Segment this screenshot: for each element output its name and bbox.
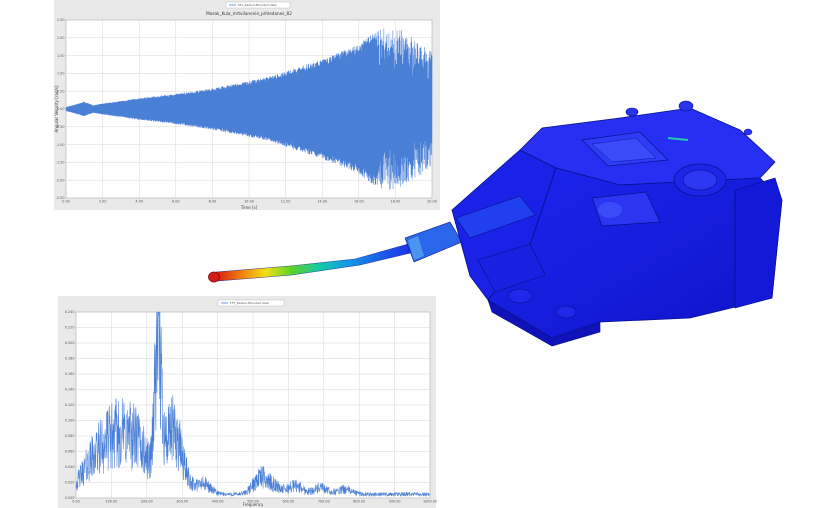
chart1-x-tick-label: 20.00 [427, 200, 437, 204]
chart1-y-ticks: 2.50 2.00 1.50 1.00 0.50 0.00 -0.50 -1.00 -1.50 -… [56, 18, 65, 200]
chart1-x-tick-label: 10.00 [244, 200, 254, 204]
chart1-x-tick-label: 14.00 [317, 200, 327, 204]
chart2-legend-label: FFT_Radius-Mounted.data [230, 301, 269, 305]
chart2-y-tick-label: 0.160 [65, 372, 75, 376]
chart1-y-tick-label: 0.50 [57, 89, 65, 93]
chart2-x-tick-label: 100.00 [105, 500, 117, 504]
chart1-x-tick-label: 16.00 [354, 200, 364, 204]
chart1-x-tick-label: 2.00 [99, 200, 107, 204]
top-knob-left [625, 107, 639, 117]
chart2-y-tick-label: 0.020 [65, 481, 75, 485]
chart1-x-tick-label: 6.00 [172, 200, 180, 204]
chart2-y-tick-label: 0.040 [65, 465, 75, 469]
time-history-chart: 0.00 2.00 4.00 6.00 8.00 10.00 12.00 14.00 16.00… [54, 0, 440, 210]
chart2-y-tick-label: 0.060 [65, 450, 75, 454]
beam-tip [208, 271, 220, 283]
chart1-x-tick-label: 0.00 [62, 200, 70, 204]
chart1-series-line [65, 28, 433, 190]
hatch-opening-rear-inner [591, 137, 657, 163]
chart1-y-tick-label: -2.00 [56, 178, 65, 182]
chart1-y-tick-label: 1.50 [57, 54, 65, 58]
chart2-y-tick-label: 0.180 [65, 357, 75, 361]
chart2-y-tick-label: 0.220 [65, 326, 75, 330]
chart1-y-tick-label: 0.00 [57, 107, 65, 111]
chart1-legend-label: Std_Radius-Mounted.data [238, 3, 277, 7]
chart1-y-tick-label: -1.00 [56, 143, 65, 147]
chart1-y-tick-label: -2.50 [56, 196, 65, 200]
chart1-x-tick-label: 4.00 [135, 200, 143, 204]
chart2-legend [217, 299, 285, 307]
chart1-y-tick-label: -1.50 [56, 161, 65, 165]
fft-spectrum-chart: 0.00 100.00 200.00 300.00 400.00 500.00 600.00… [58, 296, 437, 508]
chart2-y-tick-label: 0.100 [65, 419, 75, 423]
chart1-y-tick-label: 1.00 [57, 72, 65, 76]
chart2-x-tick-label: 300.00 [176, 500, 188, 504]
fea-model-illustration [208, 100, 783, 347]
chart2-x-tick-label: 0.00 [72, 500, 80, 504]
chart1-x-ticks: 0.00 2.00 4.00 6.00 8.00 10.00 12.00 14.00 16.00… [62, 200, 437, 204]
side-bracket [455, 195, 536, 239]
housing-right-face [734, 177, 783, 309]
chart2-x-tick-label: 600.00 [282, 500, 294, 504]
top-knob-right [678, 100, 694, 112]
chart2-x-tick-label: 1000.00 [423, 500, 437, 504]
beam-collar-ring [408, 236, 424, 260]
chart1-x-tick-label: 18.00 [391, 200, 401, 204]
chart2-y-tick-label: 0.120 [65, 403, 75, 407]
hatch-front-bulge [598, 202, 622, 218]
chart1-title: Mosak_Kula_mrtvilanenie_prhledanes_82 [206, 11, 292, 16]
base-mount-right [555, 305, 577, 319]
chart2-x-tick-label: 500.00 [247, 500, 259, 504]
chart2-x-ticks: 0.00 100.00 200.00 300.00 400.00 500.00 600.00… [72, 500, 437, 504]
chart2-y-tick-label: 0.200 [65, 341, 75, 345]
beam-rod [215, 243, 416, 282]
chart2-y-tick-label: 0.080 [65, 434, 75, 438]
cupola-ring-inner [682, 169, 718, 191]
chart1-y-axis-label: Angular Velocity [rad/s] [54, 85, 59, 132]
chart2-y-ticks: 0.240 0.220 0.200 0.180 0.160 0.140 0.120 0.100… [65, 310, 75, 500]
side-panel-lower [477, 243, 546, 293]
chart2-y-tick-label: 0.000 [65, 496, 75, 500]
chart1-y-tick-label: 2.50 [57, 18, 65, 22]
chart2-x-tick-label: 800.00 [353, 500, 365, 504]
chart2-x-axis-label: Frequency [243, 502, 264, 507]
chart2-series-line [75, 311, 431, 497]
chart2-x-tick-label: 200.00 [141, 500, 153, 504]
housing-base [487, 299, 601, 347]
chart2-x-tick-label: 700.00 [318, 500, 330, 504]
chart1-x-tick-label: 8.00 [209, 200, 217, 204]
chart1-y-tick-label: 2.00 [57, 36, 65, 40]
chart1-legend [225, 1, 291, 9]
chart2-x-tick-label: 400.00 [212, 500, 224, 504]
chart1-y-tick-label: -0.50 [56, 125, 65, 129]
corner-knob [743, 128, 753, 136]
chart2-x-tick-label: 900.00 [389, 500, 401, 504]
chart1-x-tick-label: 12.00 [281, 200, 291, 204]
chart1-x-axis-label: Time [s] [240, 205, 258, 210]
stress-hotspot-top [667, 137, 689, 141]
chart2-y-tick-label: 0.240 [65, 310, 75, 314]
chart2-y-tick-label: 0.140 [65, 388, 75, 392]
base-mount-left [507, 288, 533, 304]
